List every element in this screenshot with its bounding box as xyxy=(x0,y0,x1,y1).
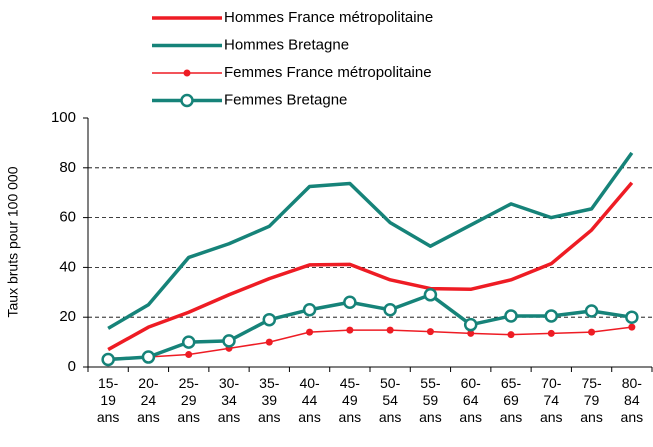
x-tick-label: 15- 19 ans xyxy=(96,375,120,425)
data-point xyxy=(584,304,599,318)
data-point xyxy=(463,317,478,332)
data-point xyxy=(306,328,314,336)
data-point xyxy=(544,309,559,323)
x-tick-label: 40- 44 ans xyxy=(298,375,321,425)
x-tick-label: 30- 34 ans xyxy=(217,375,241,425)
data-point xyxy=(504,309,518,323)
y-tick-label: 60 xyxy=(59,209,76,226)
x-tick-label: 70- 74 ans xyxy=(539,375,563,425)
x-tick-label: 65- 69 ans xyxy=(499,375,523,425)
legend-label: Femmes France métropolitaine xyxy=(224,64,432,81)
x-tick-label: 55- 59 ans xyxy=(419,375,442,425)
data-point xyxy=(141,350,156,364)
x-tick-label: 80- 84 ans xyxy=(620,375,644,425)
data-point xyxy=(383,302,397,317)
x-tick-label: 50- 54 ans xyxy=(378,375,402,425)
x-tick-label: 25- 29 ans xyxy=(177,375,200,425)
data-point xyxy=(302,302,317,317)
data-point xyxy=(588,328,596,336)
data-point xyxy=(262,312,277,327)
series-line xyxy=(108,293,633,362)
legend-label: Hommes France métropolitaine xyxy=(224,9,433,26)
x-tick-label: 20- 24 ans xyxy=(137,375,160,425)
data-point xyxy=(625,310,639,324)
x-tick-label: 60- 64 ans xyxy=(459,375,482,425)
data-point xyxy=(265,338,273,346)
data-point xyxy=(507,331,515,339)
legend-marker xyxy=(180,93,194,108)
data-point xyxy=(181,335,196,349)
data-point xyxy=(346,326,354,334)
x-tick-label: 45- 49 ans xyxy=(338,375,362,425)
legend-label: Hommes Bretagne xyxy=(224,36,349,53)
y-tick-label: 0 xyxy=(68,358,76,375)
data-point xyxy=(628,323,636,331)
x-tick-label: 35- 39 ans xyxy=(257,375,281,425)
series-line xyxy=(107,181,634,352)
y-tick-label: 100 xyxy=(51,109,76,126)
data-point xyxy=(426,328,434,336)
data-point xyxy=(386,326,394,334)
legend-marker xyxy=(183,69,191,77)
y-tick-label: 20 xyxy=(59,308,76,325)
y-tick-label: 40 xyxy=(59,258,76,275)
data-point xyxy=(547,329,555,337)
series-line xyxy=(107,151,634,330)
data-point xyxy=(423,288,438,302)
legend-label: Femmes Bretagne xyxy=(224,91,347,108)
data-point xyxy=(101,352,115,367)
y-tick-label: 80 xyxy=(59,159,76,176)
data-point xyxy=(222,334,236,348)
y-axis-label: Taux bruts pour 100 000 xyxy=(5,166,21,317)
x-tick-label: 75- 79 ans xyxy=(580,375,603,425)
data-point xyxy=(343,295,357,310)
data-point xyxy=(467,329,475,337)
series-line xyxy=(108,326,632,360)
data-point xyxy=(185,351,193,359)
